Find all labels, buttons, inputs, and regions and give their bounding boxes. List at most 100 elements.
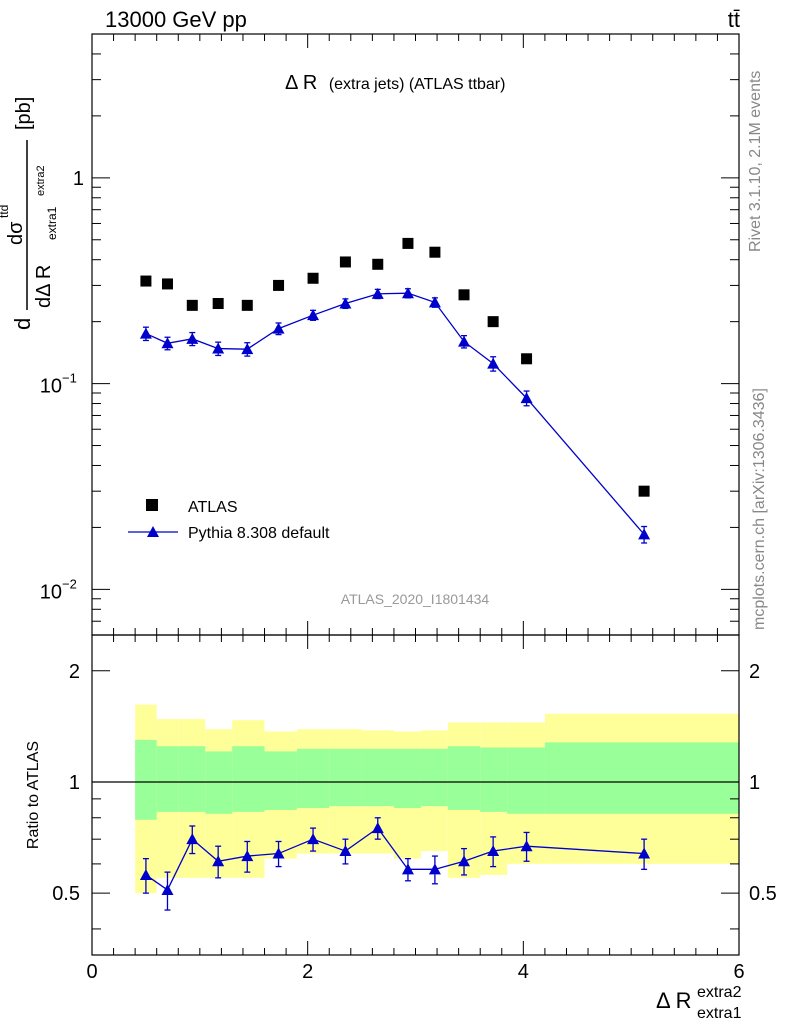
ratio-band-inner [264,751,297,810]
legend-data-marker [146,499,158,511]
ratio-tick-label-right: 1 [749,772,760,794]
mc-point [638,528,651,540]
y-axis-title-numerator-sup: ttd [0,205,11,218]
ratio-point [458,855,471,867]
y-axis-title-denominator: dΔ R [33,265,55,308]
mc-point [307,309,320,321]
ratio-point [307,833,320,845]
mc-point [241,343,254,355]
atlas-data-point [307,272,319,284]
ratio-band-inner [156,746,179,812]
process-label: tt̄ [728,7,740,32]
y-axis-title-numerator: dσ [5,221,27,245]
ratio-band-inner [420,748,448,807]
ratio-point [487,845,500,857]
legend: ATLAS Pythia 8.308 default [128,499,330,542]
x-axis-title-sub: extra1 [697,1005,742,1022]
x-axis-title-main: Δ R [656,988,691,1013]
energy-label: 13000 GeV pp [105,7,247,32]
ratio-tick-label-right: 0.5 [749,883,777,905]
ratio-band-inner [507,747,545,814]
ratio-tick-label-left: 1 [69,772,80,794]
mc-point [212,342,225,354]
ratio-panel-frame [91,634,740,956]
ratio-point [212,855,225,867]
top-axis-ticks: 110−110−2 [40,33,740,636]
top-panel-frame [91,33,740,636]
legend-mc-marker [147,526,159,537]
ratio-band-inner [135,739,157,820]
plot-title: Δ R (extra jets) (ATLAS ttbar) [285,72,505,94]
ratio-point [371,822,384,834]
atlas-data-point [402,237,414,249]
atlas-data-point [339,256,351,268]
mc-point [339,297,352,309]
x-axis-title: Δ R extra2 extra1 [656,984,742,1022]
mc-point [272,322,285,334]
mc-point [458,335,471,347]
mc-point [371,287,384,299]
mc-point [161,337,174,349]
plot-title-rest: (extra jets) (ATLAS ttbar) [329,76,506,93]
legend-mc-label: Pythia 8.308 default [188,525,330,542]
y-axis-title-prefix: d [10,318,35,330]
mc-point [487,357,500,369]
atlas-data-point [186,299,198,311]
y-tick-label-exponent: −2 [62,576,77,591]
atlas-data-point [273,279,285,291]
atlas-data-point [140,275,152,287]
ratio-axis-ticks: 0 2 4 6 0.5 0.5 1 1 2 2 [52,635,777,983]
atlas-data-point [487,316,499,328]
atlas-data-point [241,299,253,311]
atlas-data-point [458,289,470,301]
plot-title-main: Δ R [285,72,317,94]
mcplots-label: mcplots.cern.ch [arXiv:1306.3436] [751,388,768,630]
top-series [139,237,651,544]
mc-point [139,327,152,339]
x-tick-label: 0 [86,961,97,983]
legend-data-label: ATLAS [188,499,238,516]
ratio-band-inner [232,746,265,812]
rivet-version-label: Rivet 3.1.10, 2.1M events [747,71,764,252]
ratio-tick-label-left: 0.5 [52,883,80,905]
y-axis-title-denominator-sub: extra1 [45,206,59,240]
atlas-data-point [521,353,533,365]
x-tick-label: 4 [518,961,529,983]
x-axis-title-sup: extra2 [697,984,742,1001]
y-tick-label: 10 [40,376,62,398]
analysis-id-label: ATLAS_2020_I1801434 [341,591,490,607]
y-axis-title-denominator-sup: extra2 [35,165,47,196]
mc-point [428,296,441,308]
mc-point [401,287,414,299]
atlas-data-point [212,298,224,310]
ratio-band-inner [480,747,508,812]
ratio-series [139,817,651,911]
atlas-data-point [429,246,441,258]
ratio-band-inner [178,746,206,812]
ratio-band-inner [296,748,330,809]
atlas-data-point [161,278,173,290]
ratio-point [241,850,254,862]
ratio-uncertainty-bands [92,704,739,894]
ratio-point [139,868,152,880]
ratio-point [272,847,285,859]
y-axis-title-unit: [pb] [13,97,35,130]
mc-point [520,392,533,404]
y-axis-title: d dσ ttd dΔ R extra1 extra2 [pb] [0,97,59,330]
y-tick-label: 1 [73,168,84,190]
ratio-y-axis-title: Ratio to ATLAS [25,741,42,849]
x-tick-label: 6 [733,961,744,983]
ratio-point [339,845,352,857]
ratio-point [638,847,651,859]
ratio-band-inner [393,748,421,809]
ratio-point [520,840,533,852]
ratio-point [186,833,199,845]
y-tick-label-exponent: −1 [62,371,77,386]
mc-point [186,332,199,344]
ratio-band-inner [361,748,394,807]
ratio-band-inner [205,751,233,814]
atlas-data-point [372,258,384,270]
ratio-tick-label-right: 2 [749,661,760,683]
ratio-tick-label-left: 2 [69,661,80,683]
